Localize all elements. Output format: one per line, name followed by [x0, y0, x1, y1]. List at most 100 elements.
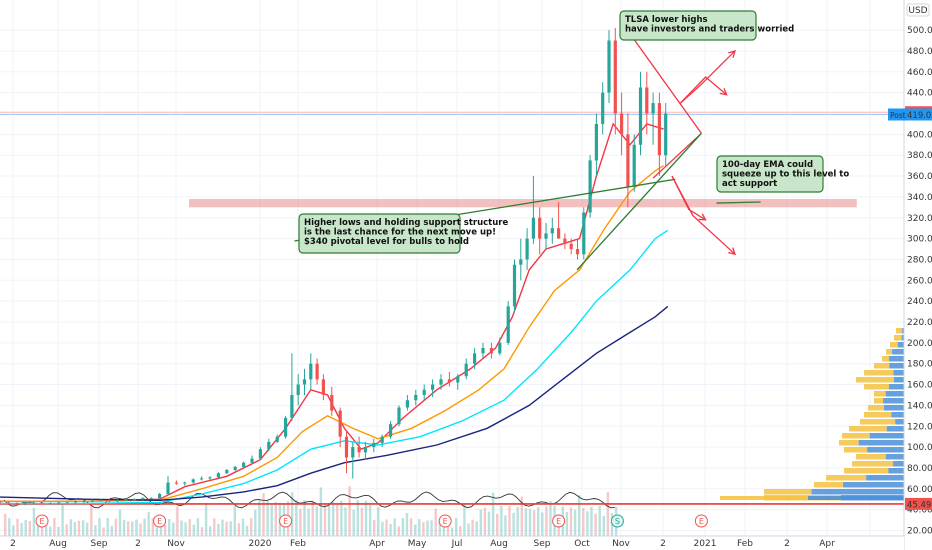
- earnings-marker[interactable]: E: [694, 514, 708, 528]
- support-zone-340[interactable]: [189, 198, 857, 208]
- candle-body[interactable]: [538, 217, 542, 239]
- candle-body[interactable]: [149, 498, 153, 500]
- candle-body[interactable]: [357, 447, 361, 453]
- candle-body[interactable]: [141, 498, 145, 500]
- candle-body[interactable]: [414, 394, 418, 401]
- candle-body[interactable]: [405, 400, 409, 408]
- candle-body[interactable]: [48, 503, 52, 505]
- candle-body[interactable]: [321, 379, 325, 395]
- earnings-marker[interactable]: E: [279, 514, 293, 528]
- candle-body[interactable]: [638, 87, 643, 145]
- candle-body[interactable]: [626, 134, 630, 187]
- earnings-marker[interactable]: S: [610, 514, 624, 528]
- candle-body[interactable]: [498, 342, 502, 354]
- candle-body[interactable]: [309, 363, 313, 380]
- candle-body[interactable]: [267, 441, 271, 450]
- candle-body[interactable]: [275, 436, 279, 442]
- candle-body[interactable]: [250, 458, 254, 463]
- candle-body[interactable]: [431, 384, 435, 390]
- candle-body[interactable]: [422, 389, 426, 395]
- candle-body[interactable]: [575, 249, 580, 255]
- candle-body[interactable]: [315, 363, 319, 380]
- candle-body[interactable]: [664, 113, 668, 156]
- trendline-5[interactable]: [716, 201, 761, 204]
- candle-body[interactable]: [657, 103, 661, 156]
- candle-body[interactable]: [512, 264, 517, 307]
- candle-body[interactable]: [23, 503, 27, 505]
- candle-body[interactable]: [40, 502, 44, 504]
- candle-body[interactable]: [183, 482, 187, 484]
- candle-body[interactable]: [456, 376, 460, 383]
- candle-body[interactable]: [372, 442, 376, 448]
- candle-body[interactable]: [464, 363, 468, 377]
- candle-body[interactable]: [569, 243, 573, 250]
- price-badge[interactable]: 419.05Post: [888, 108, 932, 121]
- candle-body[interactable]: [233, 466, 237, 471]
- candle-body[interactable]: [519, 259, 523, 265]
- candle-body[interactable]: [447, 379, 451, 383]
- earnings-marker[interactable]: E: [35, 514, 49, 528]
- trendline-3[interactable]: [576, 132, 702, 271]
- candle-body[interactable]: [481, 348, 485, 354]
- candle-body[interactable]: [258, 449, 262, 459]
- candle-body[interactable]: [473, 353, 477, 364]
- candle-body[interactable]: [57, 502, 61, 504]
- candle-body[interactable]: [166, 482, 170, 495]
- candle-body[interactable]: [90, 500, 94, 502]
- candle-body[interactable]: [200, 478, 204, 480]
- candle-body[interactable]: [6, 502, 10, 504]
- candle-body[interactable]: [225, 470, 229, 474]
- candle-body[interactable]: [557, 228, 561, 239]
- candle-body[interactable]: [65, 502, 69, 504]
- candle-body[interactable]: [330, 394, 334, 411]
- candle-body[interactable]: [82, 501, 86, 503]
- candle-body[interactable]: [632, 144, 636, 187]
- trendline-2[interactable]: [652, 132, 702, 179]
- candle-body[interactable]: [0, 501, 2, 503]
- candle-body[interactable]: [15, 503, 19, 505]
- candle-body[interactable]: [439, 379, 443, 385]
- candle-body[interactable]: [563, 238, 567, 244]
- candle-body[interactable]: [174, 482, 178, 484]
- earnings-marker[interactable]: E: [153, 514, 167, 528]
- candle-body[interactable]: [216, 473, 220, 478]
- candle-body[interactable]: [651, 103, 655, 114]
- candle-body[interactable]: [550, 228, 554, 234]
- candle-body[interactable]: [397, 407, 401, 425]
- candle-body[interactable]: [99, 500, 103, 502]
- candle-body[interactable]: [132, 499, 136, 501]
- candle-body[interactable]: [506, 306, 510, 343]
- candle-body[interactable]: [380, 436, 384, 443]
- candle-body[interactable]: [525, 238, 529, 260]
- moving-average-line-4[interactable]: [0, 305, 669, 502]
- candle-body[interactable]: [588, 160, 592, 213]
- candle-body[interactable]: [613, 40, 617, 114]
- earnings-marker[interactable]: E: [552, 514, 566, 528]
- candle-body[interactable]: [531, 217, 535, 239]
- price-badge[interactable]: 45.49: [905, 497, 932, 511]
- candle-body[interactable]: [296, 384, 300, 395]
- candle-body[interactable]: [124, 499, 128, 501]
- candle-body[interactable]: [363, 447, 367, 453]
- moving-average-line-1[interactable]: [0, 122, 664, 502]
- candle-body[interactable]: [594, 123, 598, 161]
- candle-body[interactable]: [582, 212, 586, 255]
- candle-body[interactable]: [208, 477, 212, 479]
- candle-body[interactable]: [344, 436, 349, 458]
- moving-average-line-2[interactable]: [0, 165, 664, 502]
- candle-body[interactable]: [645, 87, 649, 114]
- candle-body[interactable]: [242, 462, 246, 467]
- candle-body[interactable]: [489, 348, 493, 354]
- projection-arrow-1[interactable]: [679, 76, 728, 104]
- candle-body[interactable]: [116, 500, 120, 502]
- candle-body[interactable]: [191, 479, 195, 483]
- candle-body[interactable]: [290, 394, 294, 418]
- candle-body[interactable]: [284, 417, 288, 437]
- projection-arrow-4[interactable]: [671, 175, 736, 255]
- candle-body[interactable]: [607, 40, 611, 93]
- time-axis[interactable]: 2 Aug Sep 2 Nov 2020 Feb Apr May Jul Aug Sep Oct Nov 2…: [10, 539, 835, 549]
- candle-body[interactable]: [389, 424, 393, 437]
- candle-body[interactable]: [107, 500, 111, 502]
